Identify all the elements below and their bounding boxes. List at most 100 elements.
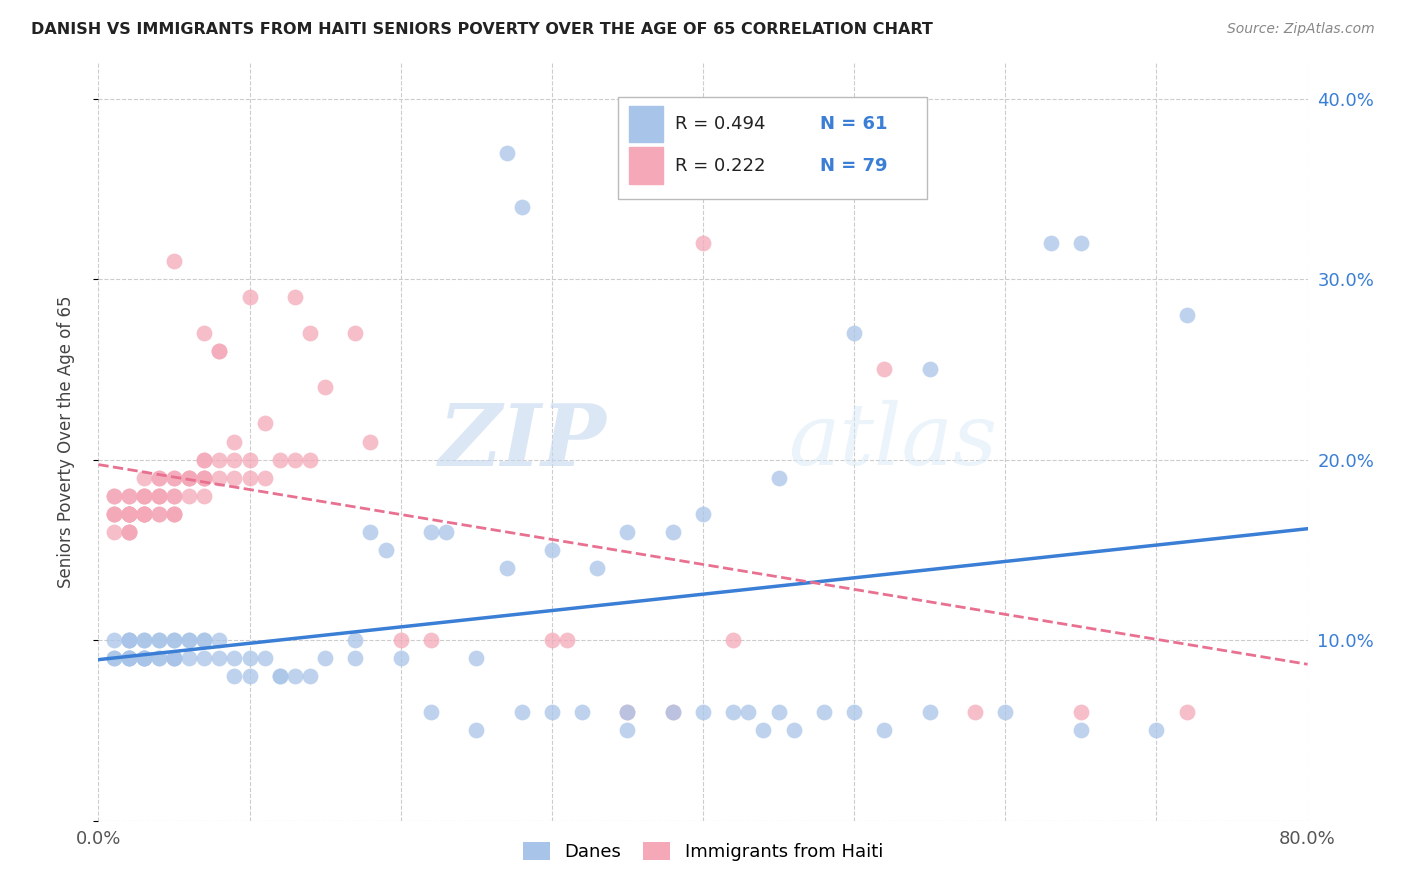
Point	[314, 380, 336, 394]
Point	[118, 524, 141, 539]
Point	[132, 507, 155, 521]
Point	[239, 669, 262, 683]
Point	[768, 706, 790, 720]
Point	[253, 470, 276, 484]
Point	[163, 489, 186, 503]
Point	[163, 254, 186, 268]
Point	[118, 633, 141, 648]
Point	[132, 651, 155, 665]
Point	[103, 633, 125, 648]
Point	[752, 723, 775, 738]
Point	[616, 706, 638, 720]
Point	[253, 651, 276, 665]
Point	[193, 326, 215, 341]
Point	[163, 633, 186, 648]
Point	[737, 706, 759, 720]
Point	[103, 651, 125, 665]
Point	[224, 470, 246, 484]
Point	[253, 417, 276, 431]
Point	[179, 470, 201, 484]
Point	[495, 561, 517, 575]
Point	[132, 507, 155, 521]
Point	[193, 633, 215, 648]
Point	[148, 507, 170, 521]
Point	[224, 651, 246, 665]
Point	[208, 344, 231, 359]
Point	[239, 470, 262, 484]
Point	[540, 542, 562, 557]
Point	[269, 669, 291, 683]
Point	[193, 651, 215, 665]
Point	[723, 633, 745, 648]
Point	[132, 651, 155, 665]
Point	[616, 706, 638, 720]
Point	[132, 633, 155, 648]
Text: atlas: atlas	[787, 401, 997, 483]
Point	[148, 651, 170, 665]
Point	[132, 633, 155, 648]
Point	[118, 524, 141, 539]
Point	[1070, 235, 1092, 250]
Point	[118, 633, 141, 648]
Point	[118, 489, 141, 503]
Point	[692, 235, 714, 250]
Point	[616, 524, 638, 539]
Point	[420, 706, 443, 720]
Point	[360, 524, 382, 539]
Point	[692, 507, 714, 521]
Point	[299, 326, 322, 341]
Point	[118, 507, 141, 521]
Text: N = 61: N = 61	[820, 115, 887, 133]
Point	[148, 633, 170, 648]
Point	[193, 470, 215, 484]
Point	[299, 452, 322, 467]
Point	[132, 489, 155, 503]
Point	[118, 489, 141, 503]
Point	[132, 507, 155, 521]
Text: R = 0.222: R = 0.222	[675, 157, 766, 175]
Point	[148, 489, 170, 503]
Point	[208, 452, 231, 467]
Text: ZIP: ZIP	[439, 400, 606, 483]
Point	[163, 470, 186, 484]
Point	[193, 470, 215, 484]
Point	[179, 470, 201, 484]
Text: R = 0.494: R = 0.494	[675, 115, 766, 133]
Text: N = 79: N = 79	[820, 157, 887, 175]
Point	[389, 633, 412, 648]
Point	[163, 507, 186, 521]
Point	[163, 507, 186, 521]
Point	[692, 706, 714, 720]
Point	[284, 452, 307, 467]
Point	[420, 633, 443, 648]
FancyBboxPatch shape	[619, 96, 927, 199]
Point	[918, 706, 941, 720]
Point	[118, 524, 141, 539]
Point	[148, 633, 170, 648]
Point	[540, 706, 562, 720]
Point	[540, 633, 562, 648]
Bar	[630, 105, 664, 142]
Point	[239, 290, 262, 304]
Point	[132, 489, 155, 503]
Point	[132, 470, 155, 484]
Point	[389, 651, 412, 665]
Point	[118, 507, 141, 521]
Point	[103, 507, 125, 521]
Point	[103, 651, 125, 665]
Point	[132, 651, 155, 665]
Point	[495, 145, 517, 160]
Point	[118, 651, 141, 665]
Point	[768, 470, 790, 484]
Point	[661, 706, 683, 720]
Point	[208, 633, 231, 648]
Point	[118, 507, 141, 521]
Point	[918, 362, 941, 376]
Point	[118, 507, 141, 521]
Point	[132, 651, 155, 665]
Point	[163, 489, 186, 503]
Point	[103, 489, 125, 503]
Point	[994, 706, 1017, 720]
Text: Source: ZipAtlas.com: Source: ZipAtlas.com	[1227, 22, 1375, 37]
Point	[148, 489, 170, 503]
